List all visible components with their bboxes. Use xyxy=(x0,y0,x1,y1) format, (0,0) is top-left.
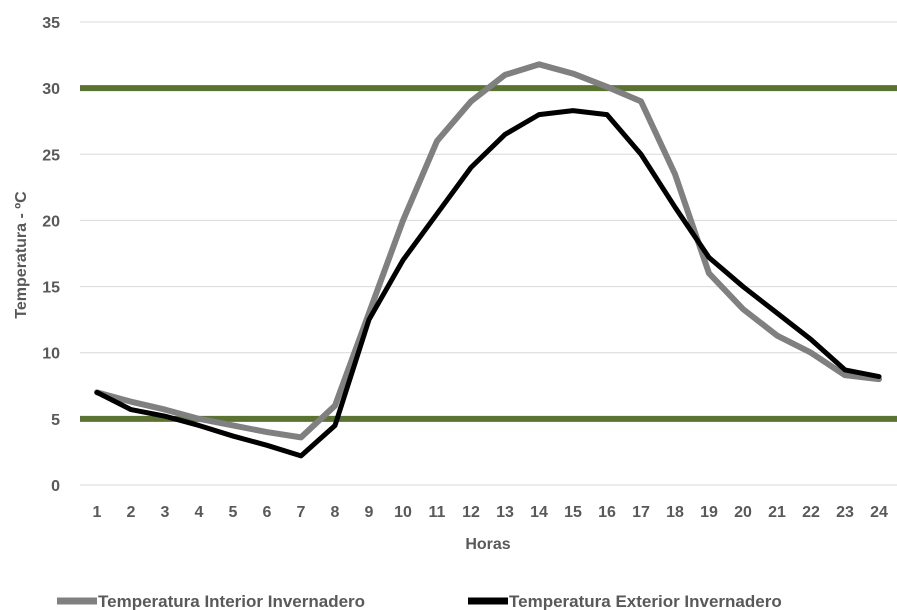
x-tick-label: 10 xyxy=(394,504,412,521)
y-tick-label: 35 xyxy=(42,15,60,32)
x-tick-label: 7 xyxy=(297,504,306,521)
x-tick-label: 6 xyxy=(263,504,272,521)
series-line-exterior xyxy=(94,108,882,459)
y-tick-label: 10 xyxy=(42,346,60,363)
x-tick-label: 2 xyxy=(127,504,136,521)
x-tick-label: 4 xyxy=(195,504,204,521)
y-tick-label: 0 xyxy=(51,478,60,495)
y-axis-label: Temperatura - ºC xyxy=(13,191,30,319)
x-tick-label: 23 xyxy=(836,504,854,521)
reference-lines xyxy=(80,85,897,422)
x-tick-label: 17 xyxy=(632,504,650,521)
x-tick-label: 5 xyxy=(229,504,238,521)
x-tick-label: 21 xyxy=(768,504,786,521)
y-tick-label: 15 xyxy=(42,280,60,297)
x-tick-label: 20 xyxy=(734,504,752,521)
y-tick-label: 30 xyxy=(42,81,60,98)
x-tick-label: 14 xyxy=(530,504,548,521)
legend-label-exterior: Temperatura Exterior Invernadero xyxy=(509,592,782,610)
x-tick-label: 9 xyxy=(365,504,374,521)
y-tick-label: 20 xyxy=(42,213,60,230)
legend: Temperatura Interior Invernadero Tempera… xyxy=(57,592,782,610)
x-axis-label: Horas xyxy=(465,536,510,553)
y-tick-label: 5 xyxy=(51,412,60,429)
x-tick-label: 11 xyxy=(429,504,446,521)
x-tick-label: 18 xyxy=(666,504,684,521)
series-line-interior xyxy=(94,61,882,441)
x-axis-ticks: 1 2 3 4 5 6 7 8 9 10 11 12 13 14 15 16 17 18 19 20 21 22 23 24 xyxy=(93,504,888,521)
legend-label-interior: Temperatura Interior Invernadero xyxy=(98,592,365,610)
x-tick-label: 13 xyxy=(496,504,514,521)
x-tick-label: 22 xyxy=(802,504,820,521)
x-tick-label: 19 xyxy=(700,504,718,521)
x-tick-label: 12 xyxy=(462,504,480,521)
y-axis-ticks: 0 5 10 15 20 25 30 35 xyxy=(42,15,60,495)
x-tick-label: 24 xyxy=(870,504,888,521)
x-tick-label: 15 xyxy=(564,504,582,521)
x-tick-label: 3 xyxy=(161,504,170,521)
y-tick-label: 25 xyxy=(42,147,60,164)
x-tick-label: 8 xyxy=(331,504,340,521)
x-tick-label: 1 xyxy=(93,504,102,521)
series-lines xyxy=(94,61,882,459)
x-tick-label: 16 xyxy=(598,504,616,521)
